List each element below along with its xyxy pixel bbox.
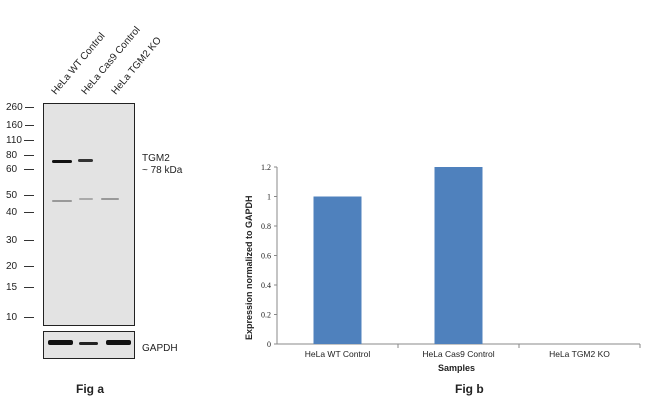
bar: [434, 167, 483, 344]
fig-a-caption: Fig a: [76, 382, 105, 396]
gapdh-label: GAPDH: [142, 343, 178, 354]
x-axis-label: Samples: [438, 363, 476, 373]
y-tick-label: 1.2: [261, 163, 271, 172]
x-tick-label: HeLa WT Control: [305, 349, 371, 359]
nonspecific-band: [101, 198, 119, 200]
mw-marker: 160: [6, 120, 34, 131]
y-tick-label: 0: [267, 340, 271, 349]
y-tick-label: 0.6: [261, 252, 271, 261]
y-tick-label: 0.4: [261, 281, 271, 290]
y-axis-label: Expression normalized to GAPDH: [244, 195, 254, 340]
mw-marker: 50: [6, 190, 34, 201]
blot-membrane: [43, 103, 135, 326]
mw-marker: 15: [6, 282, 34, 293]
y-tick-label: 1: [267, 193, 271, 202]
mw-marker: 80: [6, 150, 34, 161]
fig-b-caption: Fig b: [455, 382, 484, 396]
gapdh-band: [106, 340, 131, 345]
bar: [313, 196, 362, 344]
mw-marker: 60: [6, 164, 34, 175]
target-size: ~ 78 kDa: [142, 165, 183, 176]
x-tick-label: HeLa TGM2 KO: [549, 349, 610, 359]
nonspecific-band: [52, 200, 72, 202]
mw-marker: 260: [6, 102, 34, 113]
mw-marker: 110: [6, 135, 34, 146]
mw-marker: 10: [6, 312, 34, 323]
y-tick-label: 0.8: [261, 222, 271, 231]
mw-marker: 40: [6, 207, 34, 218]
mw-marker: 20: [6, 261, 34, 272]
gapdh-band: [79, 342, 98, 345]
gapdh-band: [48, 340, 73, 345]
y-tick-label: 0.2: [261, 311, 271, 320]
nonspecific-band: [79, 198, 93, 200]
target-label: TGM2: [142, 153, 170, 164]
x-tick-label: HeLa Cas9 Control: [422, 349, 494, 359]
mw-marker: 30: [6, 235, 34, 246]
tgm2-band: [52, 160, 72, 163]
gapdh-membrane: [43, 331, 135, 359]
tgm2-band: [78, 159, 93, 162]
